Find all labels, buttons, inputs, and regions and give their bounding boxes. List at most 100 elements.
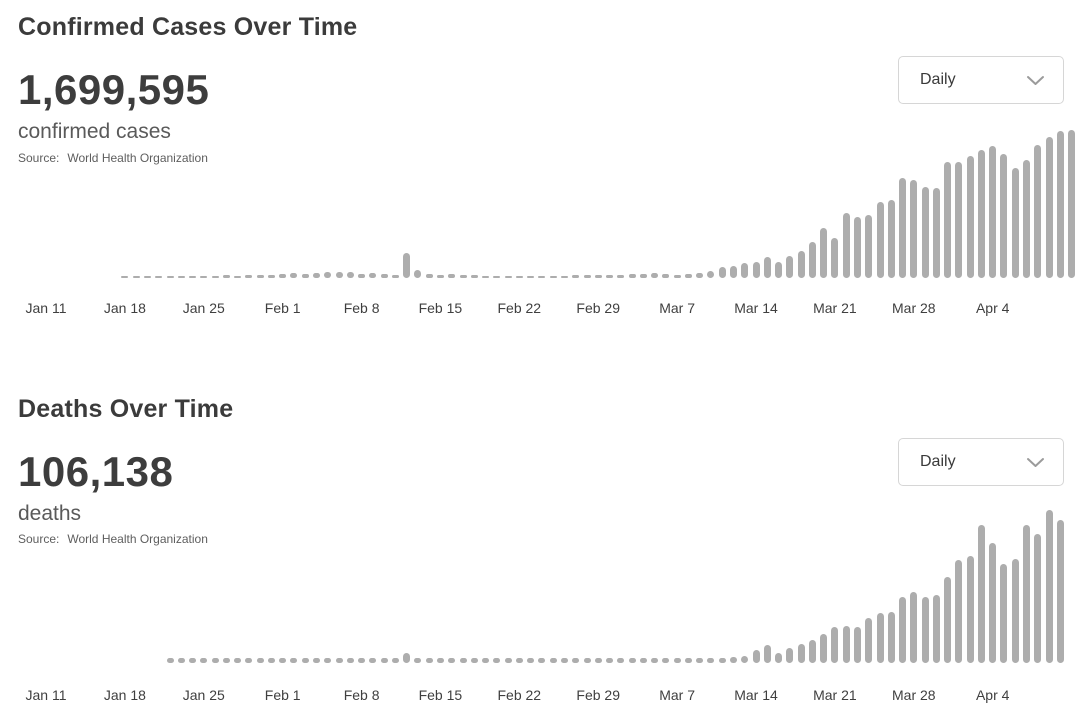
bar-feb-18 — [470, 658, 478, 663]
bar-mar-4 — [639, 658, 647, 663]
bar-mar-30 — [932, 595, 940, 663]
cases-range-dropdown-value: Daily — [920, 71, 956, 88]
bar-apr-11 — [1068, 130, 1076, 278]
bar-mar-12 — [730, 265, 737, 278]
bar-apr-7 — [1023, 159, 1030, 278]
x-tick-label: Feb 22 — [497, 687, 542, 703]
bar-jan-29 — [245, 275, 253, 278]
bar-feb-6 — [335, 272, 343, 278]
bar-feb-13 — [414, 269, 422, 278]
cases-range-dropdown[interactable]: Daily — [898, 56, 1064, 104]
bar-apr-5 — [1000, 154, 1008, 278]
bar-feb-14 — [425, 658, 433, 663]
bar-jan-22 — [166, 275, 174, 278]
x-tick-label: Feb 29 — [576, 300, 620, 316]
cases-total-count: 1,699,595 — [18, 66, 210, 113]
bar-mar-21 — [831, 238, 839, 278]
bar-mar-31 — [944, 162, 952, 278]
bar-feb-17 — [459, 274, 467, 278]
bar-mar-14 — [752, 650, 760, 663]
bar-mar-14 — [752, 262, 760, 278]
bar-mar-20 — [820, 228, 828, 278]
deaths-bar-chart — [0, 510, 1080, 663]
bar-feb-11 — [391, 658, 399, 663]
bar-apr-4 — [989, 542, 997, 663]
x-tick-label: Mar 21 — [813, 687, 857, 703]
bar-feb-23 — [527, 275, 535, 278]
bar-mar-12 — [730, 657, 737, 663]
bar-jan-27 — [222, 658, 230, 663]
bar-jan-27 — [222, 275, 230, 278]
bar-mar-10 — [707, 658, 715, 663]
bar-mar-25 — [876, 202, 884, 278]
deaths-subtitle: deaths — [18, 502, 82, 525]
bar-mar-11 — [718, 267, 726, 278]
bar-jan-26 — [211, 658, 219, 663]
bar-jan-30 — [256, 274, 264, 278]
x-tick-label: Jan 18 — [103, 300, 146, 316]
x-tick-label: Feb 8 — [343, 687, 380, 703]
bar-jan-25 — [200, 275, 208, 278]
cases-section-title: Confirmed Cases Over Time — [18, 13, 358, 41]
bar-feb-6 — [335, 658, 343, 663]
bar-feb-5 — [324, 271, 332, 278]
bar-mar-21 — [831, 627, 839, 663]
bar-feb-13 — [414, 658, 422, 663]
cases-subtitle: confirmed cases — [18, 120, 171, 143]
bar-feb-21 — [504, 658, 512, 663]
bar-mar-19 — [808, 242, 816, 278]
bar-apr-6 — [1011, 559, 1019, 663]
x-tick-label: Apr 4 — [975, 687, 1010, 703]
bar-feb-7 — [346, 272, 354, 278]
bar-mar-17 — [786, 256, 794, 278]
bar-jan-28 — [234, 275, 242, 278]
bar-jan-29 — [245, 658, 253, 663]
bar-mar-26 — [887, 611, 895, 663]
bar-feb-3 — [301, 273, 309, 278]
bar-feb-18 — [470, 274, 478, 278]
bar-mar-29 — [921, 597, 929, 663]
bar-feb-17 — [459, 658, 467, 663]
bar-mar-15 — [763, 645, 771, 663]
bar-feb-15 — [436, 274, 444, 278]
bar-mar-5 — [651, 273, 659, 278]
bar-jan-24 — [189, 275, 196, 278]
bar-mar-22 — [842, 213, 850, 278]
bar-mar-2 — [617, 658, 625, 663]
bar-mar-24 — [865, 215, 873, 278]
bar-apr-3 — [977, 524, 985, 663]
bar-mar-15 — [763, 257, 771, 278]
bar-mar-31 — [944, 577, 952, 663]
bar-mar-18 — [797, 251, 805, 278]
bar-apr-2 — [966, 555, 974, 663]
bar-mar-13 — [741, 263, 749, 278]
bar-mar-11 — [718, 657, 726, 663]
x-tick-label: Jan 11 — [25, 687, 67, 703]
bar-mar-27 — [899, 597, 906, 663]
bar-jan-19 — [132, 275, 140, 278]
bar-mar-1 — [606, 658, 613, 663]
bar-apr-9 — [1045, 510, 1053, 663]
cases-source: Source: World Health Organization — [18, 151, 208, 165]
bar-jan-31 — [267, 658, 275, 663]
bar-jan-23 — [177, 658, 185, 663]
bar-feb-3 — [301, 658, 309, 663]
bar-jan-24 — [189, 658, 196, 663]
x-tick-label: Mar 21 — [813, 300, 857, 316]
bar-feb-12 — [403, 653, 411, 663]
bar-jan-18 — [121, 275, 129, 278]
x-tick-label: Jan 25 — [182, 687, 225, 703]
source-label: Source: — [18, 151, 60, 165]
bar-feb-24 — [538, 658, 546, 663]
bar-apr-3 — [977, 150, 985, 278]
bar-mar-20 — [820, 634, 828, 663]
bar-mar-23 — [853, 627, 861, 663]
bar-apr-6 — [1011, 168, 1019, 278]
x-tick-label: Feb 1 — [264, 687, 301, 703]
bar-feb-5 — [324, 658, 332, 663]
bar-mar-3 — [628, 658, 636, 663]
bar-jan-25 — [200, 658, 208, 663]
bar-feb-1 — [279, 273, 287, 278]
bar-feb-23 — [527, 658, 535, 663]
deaths-range-dropdown[interactable]: Daily — [898, 438, 1064, 486]
